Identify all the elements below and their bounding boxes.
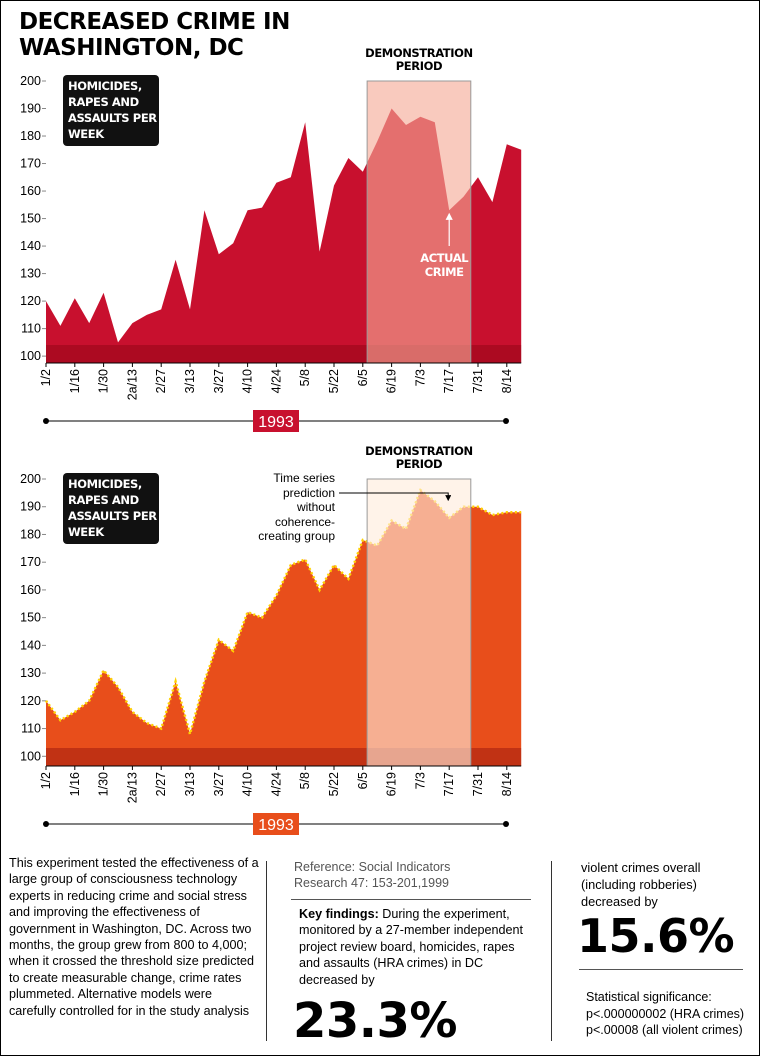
x-tick-label: 7/31 bbox=[471, 369, 485, 393]
x-tick-label: 7/17 bbox=[442, 772, 456, 796]
charts: 100 110 120 130 140 150 160 170 180 190 200 1/2 1/16… bbox=[20, 74, 522, 835]
y-tick-label: 110 bbox=[21, 722, 41, 736]
key-label: Key findings: bbox=[299, 907, 379, 921]
y-tick-label: 200 bbox=[20, 472, 41, 486]
significance-hra: p<.000000002 (HRA crimes) bbox=[586, 1006, 745, 1021]
y-tick-label: 170 bbox=[20, 555, 41, 569]
x-tick-label: 6/5 bbox=[356, 369, 370, 386]
x-tick-label: 7/3 bbox=[413, 369, 427, 386]
year-dot bbox=[43, 418, 49, 424]
x-tick-label: 5/22 bbox=[327, 369, 341, 393]
highlight-label: DEMONSTRATION PERIOD bbox=[365, 46, 473, 73]
x-tick-label: 2a/13 bbox=[125, 772, 139, 803]
x-tick-label: 6/5 bbox=[356, 772, 370, 789]
x-label: 1993 bbox=[258, 817, 294, 834]
divider bbox=[266, 861, 267, 1041]
year-box bbox=[253, 813, 299, 835]
year-dot bbox=[43, 821, 49, 827]
significance: Statistical significance: p<.000000002 (… bbox=[586, 989, 744, 1039]
y-tick-label: 180 bbox=[20, 129, 41, 143]
y-tick-label: 140 bbox=[20, 638, 41, 652]
divider bbox=[291, 899, 531, 900]
x-tick-label: 1/30 bbox=[97, 369, 111, 393]
x-tick-label: 7/31 bbox=[471, 772, 485, 796]
page-title: DECREASED CRIME IN WASHINGTON, DC bbox=[19, 9, 290, 61]
y-tick-label: 150 bbox=[20, 212, 41, 226]
y-label: HOMICIDES, RAPES AND ASSAULTS PER WEEK bbox=[68, 477, 157, 539]
y-tick-label: 120 bbox=[20, 294, 41, 308]
x-tick-label: 3/13 bbox=[183, 772, 197, 796]
y-label: HOMICIDES, RAPES AND ASSAULTS PER WEEK bbox=[68, 79, 157, 141]
demonstration-period bbox=[366, 80, 472, 364]
y-tick-label: 200 bbox=[20, 74, 41, 88]
x-tick-label: 2/27 bbox=[154, 369, 168, 393]
y-tick-label: 110 bbox=[21, 322, 41, 336]
x-tick-label: 8/14 bbox=[500, 369, 514, 393]
x-tick-label: 4/24 bbox=[269, 772, 283, 796]
x-tick-label: 1/2 bbox=[39, 369, 53, 386]
x-tick-label: 6/19 bbox=[385, 369, 399, 393]
annotation-arrow bbox=[339, 492, 452, 502]
y-tick-label: 150 bbox=[20, 611, 41, 625]
divider bbox=[551, 861, 552, 1041]
y-tick-label: 160 bbox=[20, 583, 41, 597]
y-label-box bbox=[63, 75, 159, 146]
x-tick-label: 4/10 bbox=[241, 369, 255, 393]
x-tick-label: 8/14 bbox=[500, 772, 514, 796]
reference: Reference: Social Indicators Research 47… bbox=[294, 860, 451, 890]
x-tick-label: 7/3 bbox=[413, 772, 427, 789]
year-box bbox=[253, 410, 299, 432]
x-tick-label: 5/22 bbox=[327, 772, 341, 796]
y-tick-label: 100 bbox=[20, 749, 41, 763]
x-tick-label: 1/16 bbox=[68, 369, 82, 393]
x-tick-label: 5/8 bbox=[298, 369, 312, 386]
x-tick-label: 1/16 bbox=[68, 772, 82, 796]
y-tick-label: 180 bbox=[20, 527, 41, 541]
y-tick-label: 140 bbox=[20, 239, 41, 253]
key-value: 23.3% bbox=[293, 993, 458, 1049]
x-tick-label: 1/30 bbox=[97, 772, 111, 796]
demonstration-period bbox=[366, 478, 472, 767]
x-tick-label: 5/8 bbox=[298, 772, 312, 789]
annotation: Time series prediction without coherence… bbox=[258, 471, 335, 543]
x-tick-label: 2/27 bbox=[154, 772, 168, 796]
x-label: 1993 bbox=[258, 414, 294, 431]
description: This experiment tested the effectiveness… bbox=[9, 856, 259, 1018]
y-tick-label: 160 bbox=[20, 184, 41, 198]
divider bbox=[579, 969, 743, 970]
significance-title: Statistical significance: bbox=[586, 990, 712, 1004]
x-tick-label: 7/17 bbox=[442, 369, 456, 393]
x-tick-label: 3/27 bbox=[212, 772, 226, 796]
key-text: During the experiment, monitored by a 27… bbox=[299, 907, 524, 987]
y-label-box bbox=[63, 473, 159, 544]
violent-value: 15.6% bbox=[577, 909, 735, 963]
x-tick-label: 4/10 bbox=[241, 772, 255, 796]
y-tick-label: 190 bbox=[20, 500, 41, 514]
y-tick-label: 130 bbox=[20, 666, 41, 680]
x-tick-label: 4/24 bbox=[269, 369, 283, 393]
year-dot bbox=[503, 418, 509, 424]
y-tick-label: 170 bbox=[20, 157, 41, 171]
x-tick-label: 2a/13 bbox=[125, 369, 139, 400]
y-tick-label: 190 bbox=[20, 102, 41, 116]
violent-text: violent crimes overall (including robber… bbox=[581, 860, 701, 909]
y-tick-label: 100 bbox=[20, 349, 41, 363]
x-tick-label: 6/19 bbox=[385, 772, 399, 796]
significance-all: p<.00008 (all violent crimes) bbox=[586, 1023, 743, 1037]
x-tick-label: 1/2 bbox=[39, 772, 53, 789]
annotation: ACTUAL CRIME bbox=[420, 251, 469, 279]
x-tick-label: 3/27 bbox=[212, 369, 226, 393]
year-dot bbox=[503, 821, 509, 827]
y-tick-label: 120 bbox=[20, 694, 41, 708]
x-tick-label: 3/13 bbox=[183, 369, 197, 393]
y-tick-label: 130 bbox=[20, 267, 41, 281]
key-findings: Key findings: During the experiment, mon… bbox=[299, 906, 534, 988]
highlight-label: DEMONSTRATION PERIOD bbox=[365, 444, 473, 471]
